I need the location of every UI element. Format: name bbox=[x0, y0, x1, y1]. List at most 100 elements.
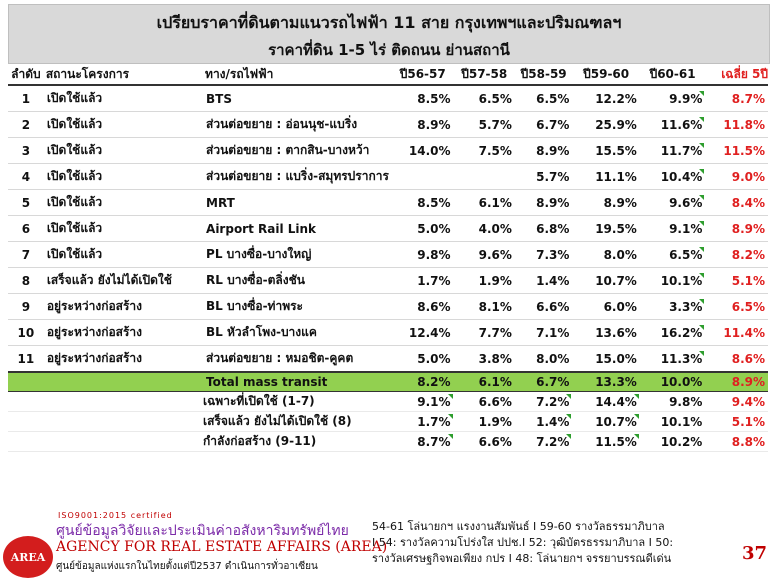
row-value: 10.7% bbox=[572, 267, 640, 294]
total-label-value: Total mass transit bbox=[206, 375, 328, 389]
total-value: 8.2% bbox=[391, 371, 454, 392]
row-value-value: 6.6% bbox=[536, 299, 570, 314]
row-no: 10 bbox=[8, 319, 44, 346]
subtotal-label: เสร็จแล้ว ยังไม่ได้เปิดใช้ (8) bbox=[203, 411, 392, 432]
row-value: 14.0% bbox=[391, 137, 454, 164]
row-value bbox=[391, 163, 454, 190]
subtotal-value: 14.4% bbox=[572, 391, 640, 412]
row-value-value: 5.7% bbox=[478, 117, 512, 132]
row-status: อยู่ระหว่างก่อสร้าง bbox=[43, 319, 204, 346]
subtotal-row: เสร็จแล้ว ยังไม่ได้เปิดใช้ (8) 1.7% 1.9% 1.… bbox=[8, 411, 768, 432]
header-y1: ปี56-57 bbox=[391, 64, 454, 86]
subtotal-value-value: 7.2% bbox=[536, 394, 570, 409]
subtotal-spacer bbox=[8, 411, 44, 432]
row-value-value: 15.0% bbox=[595, 351, 637, 366]
subtotal-spacer bbox=[43, 391, 204, 412]
row-line-value: BL บางซื่อ-ท่าพระ bbox=[206, 299, 303, 313]
row-avg-value: 11.8% bbox=[723, 117, 765, 132]
row-avg-value: 9.0% bbox=[731, 169, 765, 184]
logo-text: AREA bbox=[10, 550, 46, 564]
subtotal-value: 7.2% bbox=[514, 391, 573, 412]
row-status: อยู่ระหว่างก่อสร้าง bbox=[43, 345, 204, 373]
row-value: 9.1% bbox=[639, 215, 706, 242]
row-status-value: เปิดใช้แล้ว bbox=[46, 143, 103, 157]
subtotal-value-value: 8.7% bbox=[417, 434, 451, 449]
row-value-value: 1.4% bbox=[536, 273, 570, 288]
row-value-value: 4.0% bbox=[478, 221, 512, 236]
subtotal-value: 10.1% bbox=[639, 411, 706, 432]
subtotal-value-value: 6.6% bbox=[478, 394, 512, 409]
table-row: 2 เปิดใช้แล้ว ส่วนต่อขยาย : อ่อนนุช-แบริ่ง… bbox=[8, 111, 768, 138]
row-value-value: 8.1% bbox=[478, 299, 512, 314]
row-value: 3.3% bbox=[639, 293, 706, 320]
table-row: 7 เปิดใช้แล้ว PL บางซื่อ-บางใหญ่ 9.8% 9.6% 7.… bbox=[8, 241, 768, 268]
row-value-value: 15.5% bbox=[595, 143, 637, 158]
subtotal-value: 1.9% bbox=[453, 411, 515, 432]
row-status-value: เปิดใช้แล้ว bbox=[46, 117, 103, 131]
row-status-value: เปิดใช้แล้ว bbox=[46, 91, 103, 105]
row-value-value: 19.5% bbox=[595, 221, 637, 236]
iso-certification: ISO9001:2015 certified bbox=[58, 511, 173, 520]
row-value-value: 6.7% bbox=[536, 117, 570, 132]
row-value-value: 8.0% bbox=[536, 351, 570, 366]
row-value: 8.9% bbox=[572, 189, 640, 216]
subtotal-value-value: 14.4% bbox=[595, 394, 637, 409]
row-no-value: 4 bbox=[21, 169, 31, 184]
subtotal-spacer bbox=[8, 431, 44, 452]
row-value: 9.6% bbox=[639, 189, 706, 216]
org-name-thai: ศูนย์ข้อมูลวิจัยและประเมินค่าอสังหาริมทร… bbox=[56, 523, 349, 539]
row-status: เปิดใช้แล้ว bbox=[43, 137, 204, 164]
row-value: 19.5% bbox=[572, 215, 640, 242]
row-value: 4.0% bbox=[453, 215, 515, 242]
row-value: 8.9% bbox=[514, 137, 573, 164]
subtotal-value-value: 7.2% bbox=[536, 434, 570, 449]
row-value: 7.7% bbox=[453, 319, 515, 346]
row-value-value: 13.6% bbox=[595, 325, 637, 340]
row-value: 5.0% bbox=[391, 215, 454, 242]
row-value-value: 1.7% bbox=[417, 273, 451, 288]
subtotal-label: เฉพาะที่เปิดใช้ (1-7) bbox=[203, 391, 392, 412]
row-value: 7.3% bbox=[514, 241, 573, 268]
row-no-value: 5 bbox=[21, 195, 31, 210]
row-value-value: 11.6% bbox=[660, 117, 703, 132]
row-line: ส่วนต่อขยาย : หมอชิต-คูคต bbox=[203, 345, 392, 373]
total-label: Total mass transit bbox=[203, 371, 392, 392]
row-line: BL หัวลำโพง-บางแค bbox=[203, 319, 392, 346]
row-status-value: เสร็จแล้ว ยังไม่ได้เปิดใช้ bbox=[46, 273, 172, 287]
subtotal-value: 10.2% bbox=[639, 431, 706, 452]
total-value: 13.3% bbox=[572, 371, 640, 392]
awards-line: รางวัลเศรษฐกิจพอเพียง กปร I 48: โล่นายกฯ… bbox=[372, 552, 672, 565]
row-value: 5.7% bbox=[514, 163, 573, 190]
row-value-value: 6.5% bbox=[536, 91, 570, 106]
row-status: เปิดใช้แล้ว bbox=[43, 163, 204, 190]
subtotal-value-value: 10.7% bbox=[595, 414, 637, 429]
row-status: เสร็จแล้ว ยังไม่ได้เปิดใช้ bbox=[43, 267, 204, 294]
row-value-value: 9.9% bbox=[669, 91, 703, 106]
row-avg-value: 8.9% bbox=[731, 221, 765, 236]
subtotal-label-value: เสร็จแล้ว ยังไม่ได้เปิดใช้ (8) bbox=[203, 414, 352, 428]
total-value-value: 10.0% bbox=[660, 375, 703, 389]
header-status: สถานะโครงการ bbox=[43, 64, 204, 86]
row-status-value: เปิดใช้แล้ว bbox=[46, 247, 103, 261]
row-value: 3.8% bbox=[453, 345, 515, 373]
row-value-value: 8.6% bbox=[417, 299, 451, 314]
row-value: 10.1% bbox=[639, 267, 706, 294]
org-name-english: AGENCY FOR REAL ESTATE AFFAIRS (AREA) bbox=[56, 539, 388, 555]
row-avg: 11.4% bbox=[705, 319, 768, 346]
subtotal-avg: 8.8% bbox=[705, 431, 768, 452]
row-value-value: 6.8% bbox=[536, 221, 570, 236]
total-value-value: 6.1% bbox=[478, 375, 512, 389]
row-value: 7.5% bbox=[453, 137, 515, 164]
row-value: 1.4% bbox=[514, 267, 573, 294]
total-row: Total mass transit 8.2% 6.1% 6.7% 13.3% 10.0%… bbox=[8, 371, 768, 392]
row-no-value: 11 bbox=[17, 351, 35, 366]
row-status-value: อยู่ระหว่างก่อสร้าง bbox=[46, 299, 143, 313]
subtotal-value-value: 6.6% bbox=[478, 434, 512, 449]
subtotal-label-value: กำลังก่อสร้าง (9-11) bbox=[203, 434, 317, 448]
subtotal-label: กำลังก่อสร้าง (9-11) bbox=[203, 431, 392, 452]
subtotal-value-value: 1.4% bbox=[536, 414, 570, 429]
row-value-value: 8.9% bbox=[536, 195, 570, 210]
row-value: 8.9% bbox=[514, 189, 573, 216]
total-avg: 8.9% bbox=[705, 371, 768, 392]
row-value-value: 14.0% bbox=[408, 143, 451, 158]
